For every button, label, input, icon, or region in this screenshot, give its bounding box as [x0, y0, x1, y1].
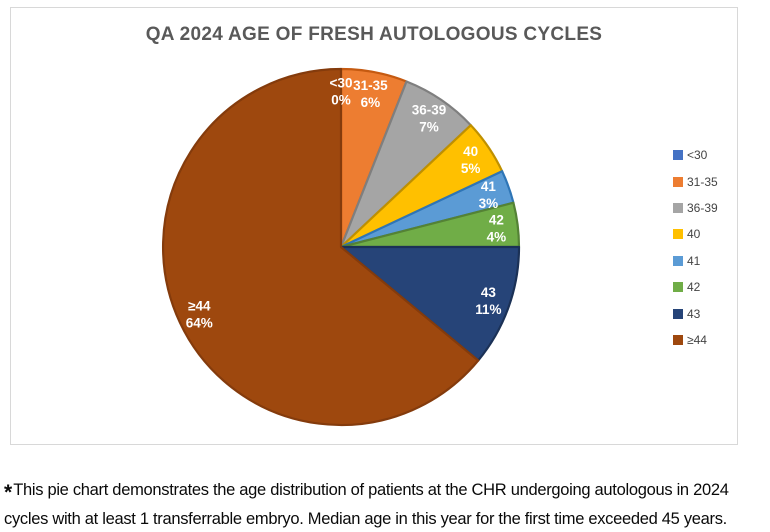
pie-data-label-percent: 0% [331, 92, 351, 107]
pie-slice-44 [162, 67, 480, 427]
caption-asterisk: * [4, 481, 13, 504]
pie-data-label-category: 42 [489, 212, 504, 227]
pie-data-label-percent: 64% [186, 316, 213, 331]
pie-data-label-percent: 11% [475, 302, 501, 317]
legend-swatch [673, 229, 683, 240]
caption-line-2: cycles with at least 1 transferrable emb… [4, 510, 727, 528]
chart-title: QA 2024 AGE OF FRESH AUTOLOGOUS CYCLES [145, 24, 603, 45]
pie-data-label-category: 43 [481, 285, 497, 300]
legend-label: 31-35 [687, 174, 718, 189]
legend-item-40: 40 [673, 221, 718, 247]
legend-item-31-35: 31-35 [673, 168, 718, 194]
legend: <30 31-35 36-39 40 41 42 43 ≥44 [673, 142, 718, 353]
legend-swatch [673, 308, 683, 319]
legend-label: <30 [687, 148, 708, 163]
legend-swatch [673, 282, 683, 293]
pie-data-label-category: 31-35 [353, 78, 388, 93]
legend-label: 43 [687, 306, 701, 321]
pie-data-label-category: <30 [330, 75, 353, 90]
pie-data-label-percent: 4% [487, 229, 507, 244]
caption: *This pie chart demonstrates the age dis… [4, 477, 766, 532]
legend-swatch [673, 176, 683, 187]
legend-item-42: 42 [673, 274, 718, 300]
legend-item-30: <30 [673, 142, 718, 168]
chart-frame: QA 2024 AGE OF FRESH AUTOLOGOUS CYCLES <… [10, 7, 738, 445]
legend-item-41: 41 [673, 248, 718, 274]
pie-data-label-percent: 3% [479, 196, 499, 211]
pie-data-label-percent: 5% [461, 161, 481, 176]
caption-text-1: This pie chart demonstrates the age dist… [13, 481, 729, 499]
pie-data-label-category: ≥44 [188, 299, 211, 314]
legend-label: 40 [687, 227, 701, 242]
pie-slice-43 [339, 245, 521, 362]
legend-swatch [673, 255, 683, 266]
caption-line-1: *This pie chart demonstrates the age dis… [4, 477, 766, 506]
legend-item-44: ≥44 [673, 327, 718, 353]
legend-label: 36-39 [687, 200, 718, 215]
legend-label: ≥44 [687, 332, 707, 347]
legend-swatch [673, 150, 683, 161]
pie-data-label-percent: 6% [361, 95, 381, 110]
pie-data-label-category: 41 [481, 179, 497, 194]
pie-data-label-percent: 7% [419, 119, 439, 134]
legend-label: 41 [687, 253, 701, 268]
legend-item-43: 43 [673, 300, 718, 326]
pie-data-label-category: 40 [463, 144, 478, 159]
legend-label: 42 [687, 280, 701, 295]
pie-data-label-category: 36-39 [412, 102, 447, 117]
legend-swatch [673, 334, 683, 345]
pie-chart: <30 0%31-35 6% 36-39 7% 40 5%41 3%42 4% 43 11% ≥44 6… [162, 67, 521, 427]
legend-swatch [673, 202, 683, 213]
legend-item-36-39: 36-39 [673, 195, 718, 221]
